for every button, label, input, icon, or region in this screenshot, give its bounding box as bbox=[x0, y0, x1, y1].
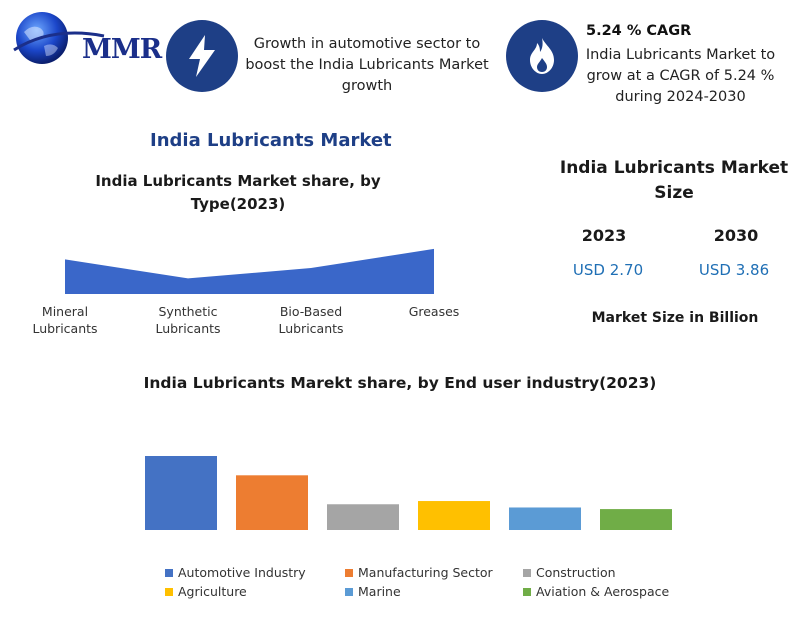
legend-swatch bbox=[345, 568, 353, 577]
enduser-chart-title: India Lubricants Marekt share, by End us… bbox=[143, 374, 657, 392]
type-tick-label: Greases bbox=[409, 304, 460, 319]
type-area-series bbox=[65, 248, 434, 294]
legend-label: Aviation & Aerospace bbox=[536, 584, 670, 599]
legend-label: Marine bbox=[358, 584, 401, 599]
flame-icon bbox=[506, 20, 578, 92]
legend-label: Manufacturing Sector bbox=[358, 565, 493, 580]
legend-item: Manufacturing Sector bbox=[345, 565, 523, 580]
type-tick-label: Bio-Based Lubricants bbox=[278, 304, 343, 336]
enduser-bar bbox=[418, 501, 490, 530]
year-2030: 2030 bbox=[713, 226, 759, 245]
legend-label: Agriculture bbox=[178, 584, 247, 599]
legend-swatch bbox=[165, 568, 173, 577]
enduser-bar bbox=[236, 475, 308, 530]
legend-item: Construction bbox=[523, 565, 703, 580]
cagr-text: India Lubricants Market to grow at a CAG… bbox=[585, 47, 776, 105]
mmr-logo bbox=[13, 12, 105, 64]
logo-text: MMR bbox=[82, 34, 162, 65]
type-tick-label: Synthetic Lubricants bbox=[155, 304, 220, 336]
type-tick-label: Mineral Lubricants bbox=[32, 304, 97, 336]
legend-swatch bbox=[165, 587, 173, 596]
enduser-bar bbox=[145, 456, 217, 530]
enduser-bar bbox=[600, 509, 672, 530]
cagr-title: 5.24 % CAGR bbox=[586, 23, 692, 39]
type-area-chart: Mineral Lubricants Synthetic Lubricants Bio-… bbox=[32, 248, 460, 336]
legend-item: Marine bbox=[345, 584, 523, 599]
growth-text: Growth in automotive sector to boost the… bbox=[245, 36, 489, 94]
market-title: India Lubricants Market bbox=[150, 130, 392, 151]
year-2023: 2023 bbox=[581, 226, 627, 245]
enduser-legend: Automotive Industry Manufacturing Sector C… bbox=[165, 565, 725, 599]
legend-swatch bbox=[523, 587, 531, 596]
lightning-bolt-icon bbox=[166, 20, 238, 92]
enduser-bar bbox=[509, 507, 581, 530]
legend-item: Automotive Industry bbox=[165, 565, 345, 580]
enduser-bar bbox=[327, 504, 399, 530]
type-chart-title: India Lubricants Market share, by Type(2… bbox=[95, 172, 381, 213]
legend-swatch bbox=[345, 587, 353, 596]
legend-item: Agriculture bbox=[165, 584, 345, 599]
enduser-bar-chart bbox=[145, 456, 672, 530]
legend-label: Automotive Industry bbox=[178, 565, 306, 580]
market-size-unit: Market Size in Billion bbox=[591, 310, 759, 326]
value-2023: USD 2.70 bbox=[572, 261, 644, 279]
legend-swatch bbox=[523, 568, 531, 577]
legend-item: Aviation & Aerospace bbox=[523, 584, 703, 599]
market-size-title: India Lubricants Market Size bbox=[559, 158, 789, 203]
legend-label: Construction bbox=[536, 565, 616, 580]
value-2030: USD 3.86 bbox=[698, 261, 770, 279]
